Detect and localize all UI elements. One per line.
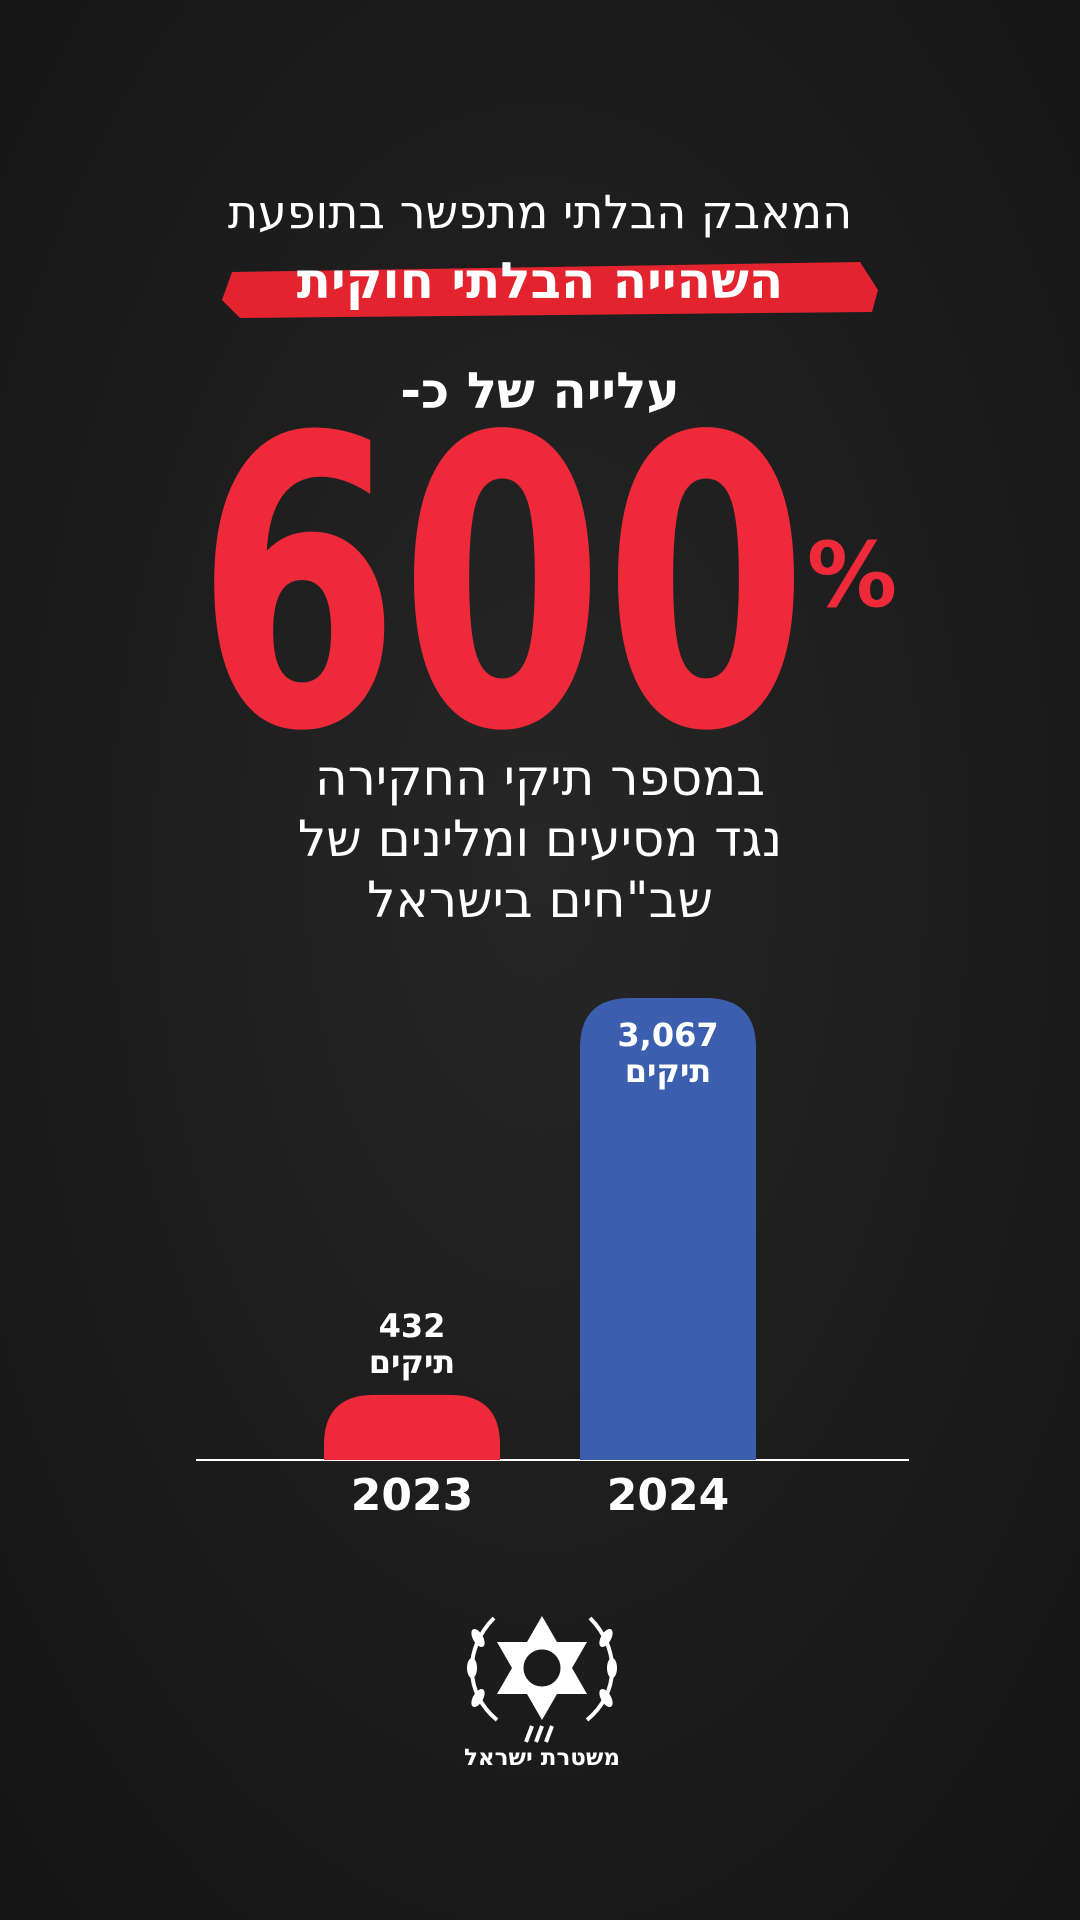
description-line: נגד מסיעים ומלינים של <box>298 810 782 868</box>
subtitle: השהייה הבלתי חוקית <box>297 252 783 310</box>
bar <box>580 998 756 1460</box>
value-unit: תיקים <box>625 1052 712 1090</box>
brush-stroke <box>222 262 878 318</box>
headline-unit: % <box>807 523 897 628</box>
description-line: במספר תיקי החקירה <box>315 749 765 807</box>
headline-prefix: עלייה של כ- <box>400 362 679 420</box>
bar <box>324 1394 500 1460</box>
description-line: שב"חים בישראל <box>367 871 713 929</box>
value-label: 3,067 <box>617 1016 718 1054</box>
headline-value: 600 <box>196 354 808 819</box>
value-label: 432 <box>379 1307 446 1345</box>
x-tick-label: 2024 <box>607 1470 729 1521</box>
title: המאבק הבלתי מתפשר בתופעת <box>228 185 852 239</box>
value-unit: תיקים <box>369 1343 456 1381</box>
police-logo <box>467 1616 617 1743</box>
x-tick-label: 2023 <box>351 1470 473 1521</box>
footer: משטרת ישראל <box>464 1745 620 1771</box>
